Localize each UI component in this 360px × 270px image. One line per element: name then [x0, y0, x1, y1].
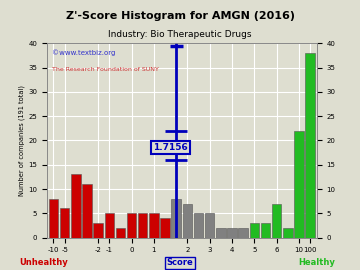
Bar [116, 228, 125, 238]
Bar [216, 228, 226, 238]
Bar [82, 184, 92, 238]
Bar [149, 213, 159, 238]
Bar [160, 218, 170, 238]
Bar [283, 228, 293, 238]
Y-axis label: Number of companies (191 total): Number of companies (191 total) [19, 85, 25, 196]
Bar [194, 213, 203, 238]
Bar [171, 199, 181, 238]
Bar [205, 213, 215, 238]
Text: Industry: Bio Therapeutic Drugs: Industry: Bio Therapeutic Drugs [108, 30, 252, 39]
Bar [93, 223, 103, 238]
Bar [261, 223, 270, 238]
Text: ©www.textbiz.org: ©www.textbiz.org [52, 49, 116, 56]
Bar [60, 208, 69, 238]
Bar [104, 213, 114, 238]
Bar [249, 223, 259, 238]
Bar [227, 228, 237, 238]
Bar [127, 213, 136, 238]
Text: 1.7156: 1.7156 [153, 143, 188, 152]
Text: Healthy: Healthy [298, 258, 335, 267]
Text: The Research Foundation of SUNY: The Research Foundation of SUNY [52, 66, 159, 72]
Bar [183, 204, 192, 238]
Bar [71, 174, 81, 238]
Bar [294, 131, 304, 238]
Text: Z'-Score Histogram for AMGN (2016): Z'-Score Histogram for AMGN (2016) [66, 11, 294, 21]
Bar [272, 204, 282, 238]
Bar [49, 199, 58, 238]
Bar [238, 228, 248, 238]
Bar [305, 53, 315, 238]
Text: Score: Score [167, 258, 193, 267]
Text: Unhealthy: Unhealthy [19, 258, 68, 267]
Bar [138, 213, 148, 238]
